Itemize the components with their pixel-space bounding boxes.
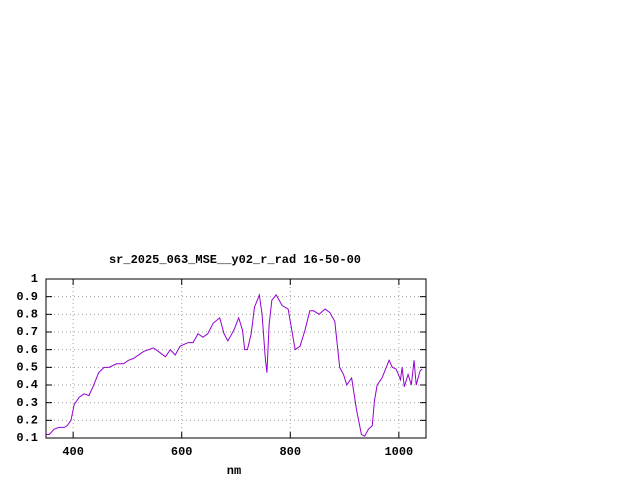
x-tick-label: 1000 xyxy=(384,445,413,459)
y-tick-label: 0.1 xyxy=(16,431,38,445)
x-axis-label: nm xyxy=(227,464,241,478)
y-tick-label: 0.5 xyxy=(16,361,38,375)
y-tick-label: 0.4 xyxy=(16,378,38,392)
y-tick-label: 0.3 xyxy=(16,396,38,410)
y-tick-label: 0.6 xyxy=(16,343,38,357)
y-tick-label: 1 xyxy=(31,272,38,286)
y-tick-label: 0.8 xyxy=(16,308,38,322)
x-tick-label: 800 xyxy=(279,445,301,459)
data-line xyxy=(46,292,423,437)
y-tick-label: 0.7 xyxy=(16,325,38,339)
chart-title: sr_2025_063_MSE__y02_r_rad 16-50-00 xyxy=(109,253,361,267)
x-tick-label: 600 xyxy=(171,445,193,459)
y-tick-label: 0.9 xyxy=(16,290,38,304)
y-tick-label: 0.2 xyxy=(16,414,38,428)
plot-border xyxy=(45,278,427,439)
x-tick-label: 400 xyxy=(62,445,84,459)
